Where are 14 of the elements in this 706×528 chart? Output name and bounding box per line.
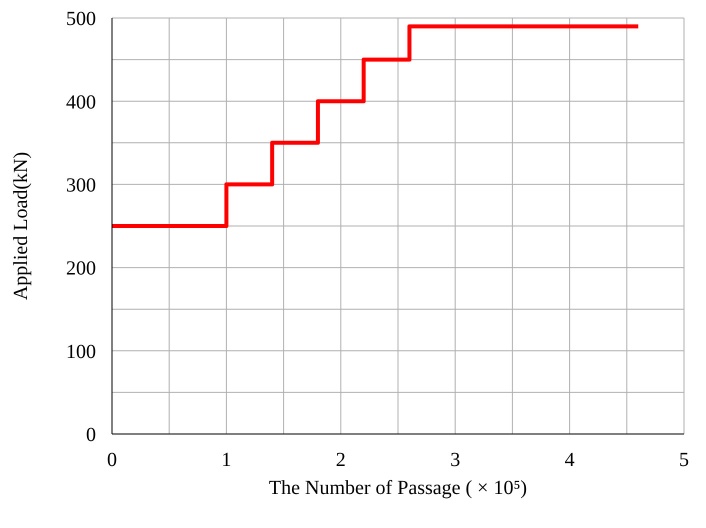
x-tick-label: 2: [336, 449, 346, 472]
x-tick-label: 3: [450, 449, 460, 472]
y-tick-label: 100: [66, 340, 96, 363]
x-axis-title: The Number of Passage ( × 10⁵): [268, 477, 528, 499]
x-tick-label: 1: [221, 449, 232, 472]
y-tick-label: 200: [66, 258, 96, 280]
y-tick-label: 400: [66, 91, 96, 114]
y-tick-label: 0: [86, 424, 96, 446]
y-tick-label: 500: [66, 8, 96, 30]
x-tick-label: 0: [107, 449, 117, 472]
y-tick-label: 300: [66, 174, 96, 196]
x-tick-label: 5: [679, 449, 689, 472]
y-axis-title: Applied Load(kN): [10, 152, 32, 300]
x-tick-label: 4: [564, 449, 575, 472]
